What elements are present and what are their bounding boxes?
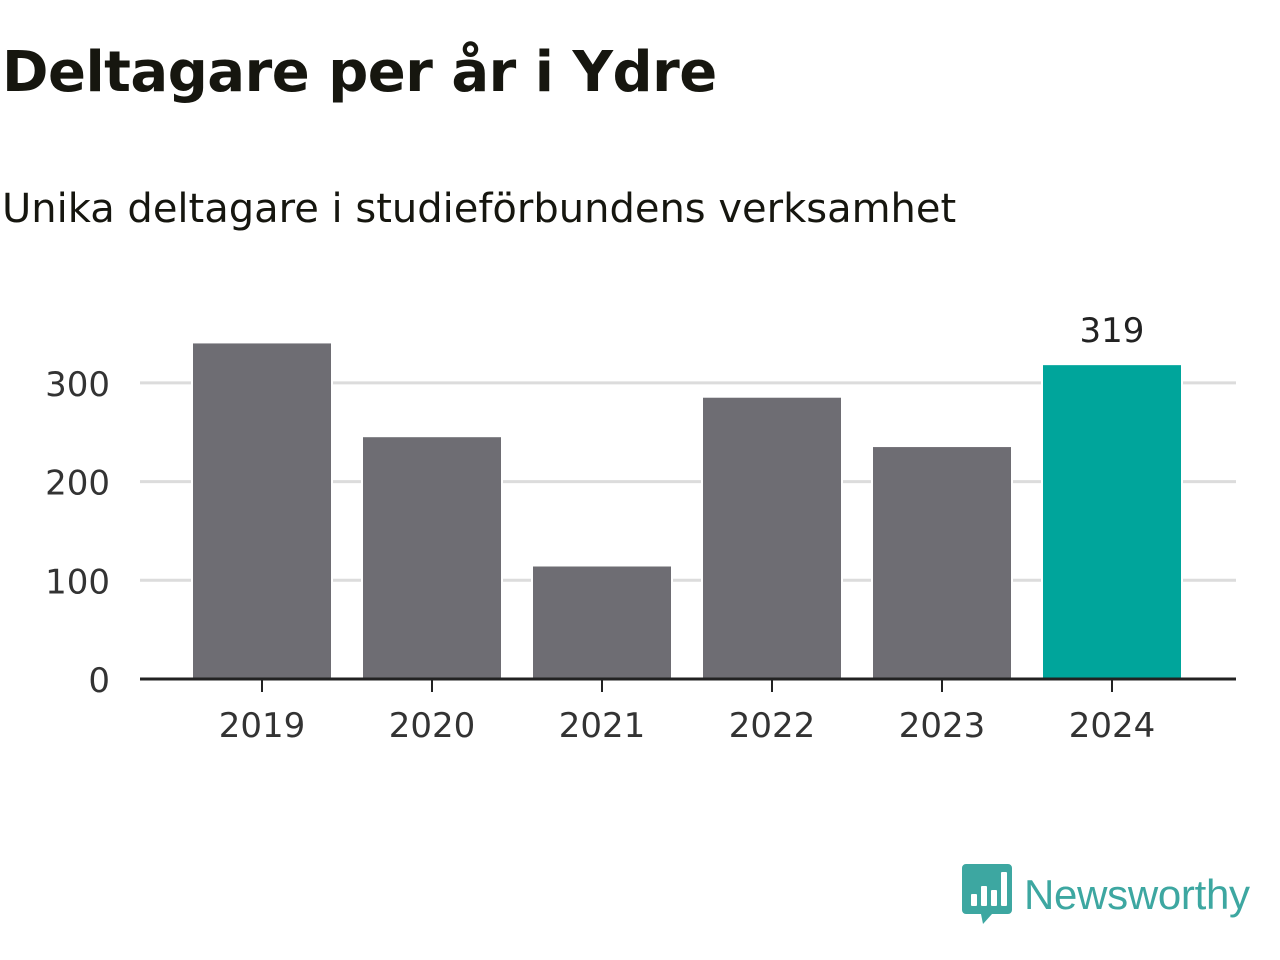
chart-subtitle: Unika deltagare i studieförbundens verks…	[2, 186, 957, 232]
bar-2021	[531, 564, 673, 680]
x-tick-label: 2022	[729, 706, 816, 746]
bar-chart-speech-bubble-icon	[962, 864, 1012, 924]
y-tick-label: 200	[45, 464, 110, 504]
bar-2020	[361, 435, 503, 680]
brand-logo: Newsworthy	[962, 862, 1250, 928]
data-label: 319	[1080, 311, 1145, 351]
x-tick-label: 2023	[899, 706, 986, 746]
bar-2019	[191, 341, 333, 680]
x-tick-label: 2020	[389, 706, 476, 746]
x-tick-label: 2019	[219, 706, 306, 746]
bar-2022	[701, 395, 843, 680]
y-tick-label: 300	[45, 365, 110, 405]
x-tick-label: 2021	[559, 706, 646, 746]
y-tick-label: 100	[45, 562, 110, 602]
bar-2023	[871, 445, 1013, 680]
x-tick-label: 2024	[1069, 706, 1156, 746]
bar-2024	[1041, 363, 1183, 680]
brand-name: Newsworthy	[1024, 871, 1250, 918]
y-tick-label: 0	[88, 661, 110, 701]
chart-title: Deltagare per år i Ydre	[2, 40, 717, 105]
